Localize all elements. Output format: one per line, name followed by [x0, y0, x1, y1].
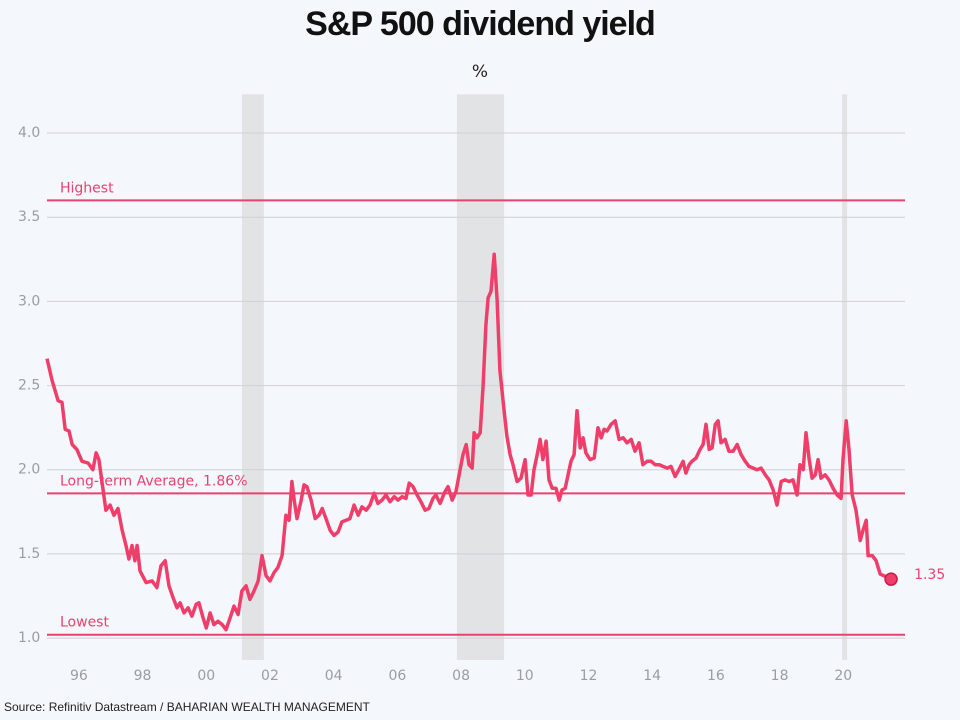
- reference-label: Lowest: [60, 615, 109, 631]
- x-tick-label: 08: [452, 668, 470, 684]
- y-tick-label: 4.0: [18, 125, 40, 141]
- data-line: [45, 252, 892, 632]
- y-tick-label: 3.5: [18, 209, 40, 225]
- x-tick-label: 20: [834, 668, 852, 684]
- y-tick-label: 3.0: [18, 293, 40, 309]
- y-tick-label: 2.5: [18, 378, 40, 394]
- x-tick-label: 04: [325, 668, 343, 684]
- y-tick-label: 1.0: [18, 630, 40, 646]
- end-label: 1.35: [914, 567, 945, 583]
- shaded-range: [456, 94, 505, 661]
- x-tick-label: 10: [516, 668, 534, 684]
- reference-label: Long-term Average, 1.86%: [60, 473, 248, 489]
- chart-subtitle: %: [472, 62, 488, 82]
- chart-title: S&P 500 dividend yield: [305, 5, 655, 43]
- shaded-range: [241, 94, 264, 661]
- x-tick-label: 02: [261, 668, 279, 684]
- y-tick-label: 1.5: [18, 546, 40, 562]
- source-note: Source: Refinitiv Datastream / BAHARIAN …: [4, 700, 371, 714]
- x-tick-label: 06: [388, 668, 406, 684]
- x-tick-label: 96: [70, 668, 88, 684]
- x-tick-label: 12: [580, 668, 598, 684]
- shaded-range: [842, 94, 848, 661]
- x-tick-label: 00: [197, 668, 215, 684]
- x-tick-label: 16: [707, 668, 725, 684]
- x-tick-label: 98: [134, 668, 152, 684]
- end-point: [884, 572, 898, 586]
- reference-label: Highest: [60, 180, 114, 196]
- y-tick-label: 2.0: [18, 462, 40, 478]
- x-tick-label: 18: [771, 668, 789, 684]
- x-tick-label: 14: [643, 668, 661, 684]
